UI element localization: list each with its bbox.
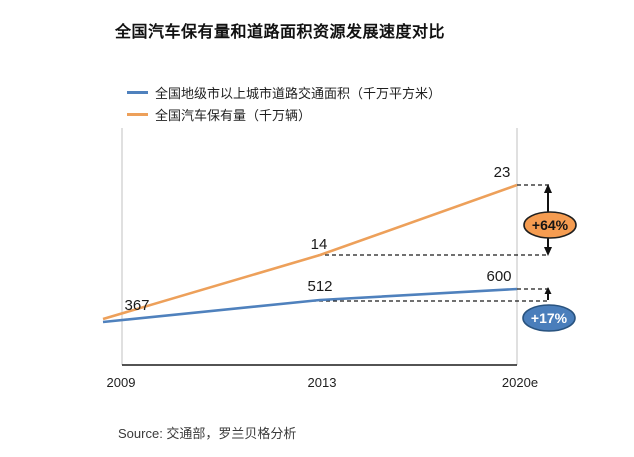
legend-item-car-ownership: 全国汽车保有量（千万辆） <box>127 103 441 125</box>
x-tick-2009: 2009 <box>106 375 136 390</box>
source-note: Source: 交通部，罗兰贝格分析 <box>118 426 297 441</box>
data-label-car-2020: 23 <box>493 164 511 181</box>
data-label-road-2013: 512 <box>307 278 333 295</box>
x-tick-2013: 2013 <box>307 375 337 390</box>
legend-item-road-area: 全国地级市以上城市道路交通面积（千万平方米） <box>127 81 441 103</box>
legend: 全国地级市以上城市道路交通面积（千万平方米） 全国汽车保有量（千万辆） <box>127 81 441 125</box>
data-label-car-2013: 14 <box>310 236 328 253</box>
growth-arrow-17 <box>544 287 552 300</box>
growth-badge-64-label: +64% <box>531 217 569 233</box>
legend-label-road-area: 全国地级市以上城市道路交通面积（千万平方米） <box>155 85 442 101</box>
data-label-road-2009: 367 <box>124 297 150 314</box>
car-ownership-line <box>102 183 518 321</box>
data-label-road-2020: 600 <box>486 268 512 285</box>
legend-label-car-ownership: 全国汽车保有量（千万辆） <box>155 107 312 123</box>
x-tick-2020e: 2020e <box>501 375 539 390</box>
legend-swatch-road-area <box>127 90 148 94</box>
chart-title: 全国汽车保有量和道路面积资源发展速度对比 <box>115 24 446 41</box>
road-area-line <box>102 287 518 324</box>
legend-swatch-car-ownership <box>127 112 148 116</box>
growth-badge-64 <box>523 211 577 239</box>
growth-badge-17-label: +17% <box>530 310 568 326</box>
growth-badge-17 <box>522 304 576 332</box>
